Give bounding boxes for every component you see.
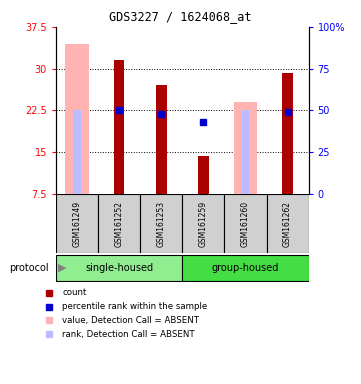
Bar <box>242 111 249 194</box>
Bar <box>156 85 166 194</box>
Bar <box>182 255 309 281</box>
Text: percentile rank within the sample: percentile rank within the sample <box>62 302 208 311</box>
Bar <box>284 111 291 194</box>
Text: protocol: protocol <box>9 263 49 273</box>
Bar <box>198 156 209 194</box>
Bar <box>98 194 140 253</box>
Text: GSM161249: GSM161249 <box>73 200 82 247</box>
Bar <box>234 102 257 194</box>
Text: single-housed: single-housed <box>85 263 153 273</box>
Bar <box>266 194 309 253</box>
Text: count: count <box>62 288 87 297</box>
Bar <box>115 111 123 194</box>
Text: GDS3227 / 1624068_at: GDS3227 / 1624068_at <box>109 10 252 23</box>
Bar <box>73 111 81 194</box>
Bar <box>182 194 225 253</box>
Text: rank, Detection Call = ABSENT: rank, Detection Call = ABSENT <box>62 330 195 339</box>
Bar <box>225 194 266 253</box>
Bar <box>56 194 98 253</box>
Text: GSM161252: GSM161252 <box>115 201 123 247</box>
Text: GSM161262: GSM161262 <box>283 201 292 247</box>
Text: ▶: ▶ <box>58 263 66 273</box>
Text: GSM161253: GSM161253 <box>157 200 166 247</box>
Bar <box>140 194 182 253</box>
Text: GSM161259: GSM161259 <box>199 200 208 247</box>
Bar <box>56 255 182 281</box>
Bar <box>65 44 88 194</box>
Bar <box>114 60 125 194</box>
Text: value, Detection Call = ABSENT: value, Detection Call = ABSENT <box>62 316 199 325</box>
Text: GSM161260: GSM161260 <box>241 200 250 247</box>
Text: group-housed: group-housed <box>212 263 279 273</box>
Bar <box>282 73 293 194</box>
